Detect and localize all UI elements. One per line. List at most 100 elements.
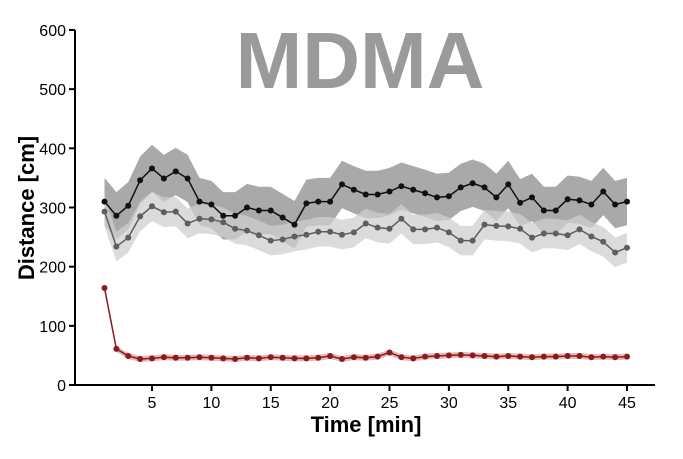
- gray-data-point: [386, 225, 393, 232]
- red-data-point: [517, 353, 524, 360]
- gray-data-point: [588, 233, 595, 240]
- gray-data-point: [612, 249, 619, 256]
- black-data-point: [303, 200, 310, 207]
- black-data-point: [552, 207, 559, 214]
- chart-title: MDMA: [236, 16, 485, 105]
- red-data-point: [493, 353, 500, 360]
- red-data-point: [339, 355, 345, 362]
- red-data-point: [362, 354, 369, 361]
- black-data-point: [244, 204, 250, 211]
- black-data-point: [220, 212, 227, 219]
- red-data-point: [540, 353, 547, 360]
- red-data-point: [588, 354, 595, 361]
- gray-data-point: [137, 213, 144, 220]
- y-tick-label: 600: [39, 23, 66, 40]
- black-data-point: [386, 188, 393, 195]
- red-error-band: [104, 285, 627, 362]
- y-tick-label: 0: [57, 378, 66, 395]
- black-data-point: [445, 193, 452, 200]
- gray-data-point: [244, 227, 250, 234]
- red-data-point: [255, 355, 262, 362]
- black-data-point: [113, 212, 120, 219]
- x-axis-label: Time [min]: [311, 412, 422, 437]
- red-data-point: [196, 354, 203, 361]
- red-data-point: [612, 354, 619, 361]
- gray-data-point: [374, 224, 381, 231]
- gray-data-point: [445, 229, 452, 236]
- gray-data-point: [172, 208, 179, 215]
- black-data-point: [208, 201, 215, 208]
- gray-data-point: [481, 221, 488, 228]
- gray-data-point: [232, 225, 239, 232]
- gray-data-point: [149, 203, 155, 210]
- gray-data-point: [552, 230, 559, 237]
- red-data-point: [505, 353, 512, 360]
- x-tick-label: 30: [440, 395, 458, 412]
- gray-data-point: [624, 244, 630, 251]
- red-data-point: [481, 353, 488, 360]
- black-data-point: [339, 181, 345, 188]
- red-data-point: [374, 353, 381, 360]
- x-tick-label: 45: [618, 395, 636, 412]
- black-data-point: [493, 194, 500, 201]
- black-data-point: [434, 194, 440, 201]
- gray-data-point: [208, 216, 215, 223]
- red-data-point: [291, 355, 298, 362]
- gray-data-point: [113, 243, 120, 250]
- gray-data-point: [505, 223, 512, 230]
- gray-error-band: [104, 191, 627, 268]
- black-data-point: [422, 190, 429, 197]
- gray-data-point: [362, 220, 369, 227]
- black-data-point: [315, 198, 322, 205]
- red-data-point: [244, 354, 250, 361]
- red-data-point: [600, 353, 607, 360]
- black-data-point: [588, 201, 595, 208]
- red-data-point: [434, 353, 440, 360]
- black-data-point: [517, 199, 524, 206]
- y-tick-label: 300: [39, 200, 66, 217]
- gray-data-point: [267, 237, 274, 244]
- red-data-point: [267, 354, 274, 361]
- gray-data-point: [220, 219, 227, 226]
- black-data-point: [172, 168, 179, 175]
- red-data-point: [113, 345, 120, 352]
- gray-data-point: [564, 232, 571, 239]
- gray-data-point: [184, 220, 191, 227]
- black-data-point: [564, 196, 571, 203]
- red-data-point: [101, 284, 108, 291]
- red-series-line: [103, 287, 628, 360]
- gray-data-point: [327, 228, 334, 235]
- red-data-point: [208, 354, 215, 361]
- black-data-point: [327, 198, 334, 205]
- gray-data-point: [529, 234, 535, 241]
- red-data-point: [184, 354, 191, 361]
- black-data-point: [481, 184, 488, 191]
- red-data-point: [576, 353, 583, 360]
- black-data-point: [529, 194, 535, 201]
- black-data-point: [267, 207, 274, 214]
- red-data-point: [445, 352, 452, 359]
- black-data-point: [137, 177, 144, 184]
- red-data-point: [279, 354, 286, 361]
- red-data-point: [552, 353, 559, 360]
- gray-data-point: [339, 231, 345, 238]
- black-data-point: [469, 180, 476, 187]
- black-data-point: [232, 212, 239, 219]
- gray-data-point: [434, 224, 440, 231]
- gray-data-point: [125, 234, 132, 241]
- black-data-point: [600, 188, 607, 195]
- black-data-point: [540, 207, 547, 214]
- red-data-point: [172, 354, 179, 361]
- black-data-point: [457, 184, 464, 191]
- gray-data-point: [457, 237, 464, 244]
- black-data-point: [125, 202, 132, 209]
- x-tick-label: 25: [381, 395, 399, 412]
- gray-data-point: [517, 225, 524, 232]
- red-data-point: [564, 353, 571, 360]
- red-data-point: [125, 353, 132, 360]
- red-data-point: [398, 354, 405, 361]
- red-data-point: [529, 354, 535, 361]
- gray-data-point: [576, 226, 583, 233]
- y-axis-label: Distance [cm]: [14, 136, 39, 280]
